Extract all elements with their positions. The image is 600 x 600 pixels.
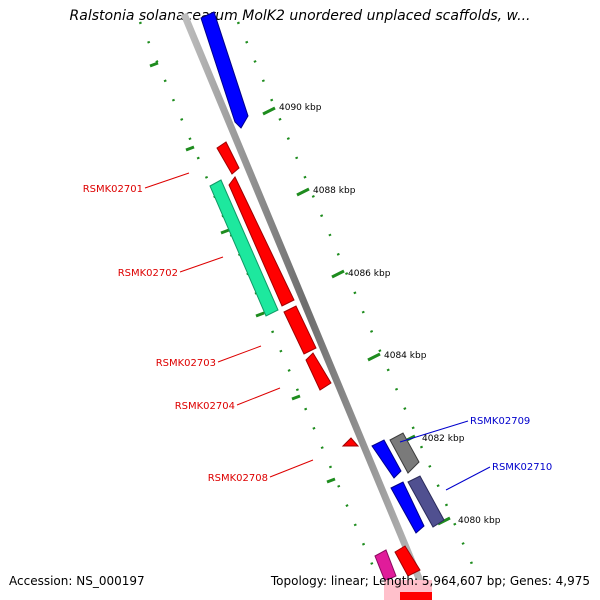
- major-tick: [149, 61, 159, 68]
- gene-label[interactable]: RSMK02701: [83, 184, 143, 195]
- connector-rsmk02708: [269, 459, 314, 478]
- major-ticks: [149, 61, 451, 526]
- connector-rsmk02704: [236, 387, 281, 406]
- scale-label: 4084 kbp: [384, 351, 427, 361]
- major-tick: [367, 352, 381, 362]
- major-tick: [331, 269, 345, 279]
- gene-feature-rsmk02708[interactable]: [341, 437, 360, 447]
- tick-tracks: [138, 21, 480, 579]
- summary-text: Topology: linear; Length: 5,964,607 bp; …: [270, 574, 590, 588]
- gene-label[interactable]: RSMK02709: [470, 416, 530, 427]
- gene-feature-rsmk02710[interactable]: [407, 475, 445, 528]
- connector-rsmk02703: [217, 345, 262, 363]
- accession-text: Accession: NS_000197: [9, 574, 145, 588]
- gene-feature-rsmk02703-a[interactable]: [228, 176, 295, 307]
- label-connectors: [144, 172, 491, 491]
- major-tick: [296, 187, 310, 197]
- major-tick: [291, 394, 301, 401]
- gene-feature-rsmk02703-b[interactable]: [283, 305, 317, 355]
- gene-labels: RSMK02701 RSMK02702 RSMK02703 RSMK02704 …: [83, 184, 553, 484]
- scale-label: 4090 kbp: [279, 103, 322, 113]
- gene-feature-rsmk02701[interactable]: [216, 141, 240, 175]
- connector-rsmk02702: [179, 256, 224, 273]
- gene-features[interactable]: [200, 11, 445, 600]
- gene-feature-rsmk02704[interactable]: [305, 352, 332, 391]
- connector-rsmk02709: [399, 420, 469, 443]
- scale-label: 4088 kbp: [313, 186, 356, 196]
- gene-feature-blue-lower[interactable]: [390, 481, 425, 534]
- major-tick: [326, 477, 336, 484]
- gene-feature-bottom-strip-red[interactable]: [400, 592, 432, 600]
- gene-feature-rsmk02709-blue[interactable]: [371, 439, 402, 479]
- connector-rsmk02710: [445, 466, 491, 491]
- gene-feature-magenta[interactable]: [374, 549, 397, 582]
- backbone: [180, 12, 432, 600]
- major-tick: [220, 228, 230, 235]
- scale-labels: 4090 kbp 4088 kbp 4086 kbp 4084 kbp 4082…: [279, 103, 501, 526]
- scale-label: 4082 kbp: [422, 434, 465, 444]
- gene-label[interactable]: RSMK02704: [175, 401, 235, 412]
- gene-feature-red-bottom[interactable]: [394, 545, 421, 577]
- scale-label: 4080 kbp: [458, 516, 501, 526]
- gene-feature-rsmk02709[interactable]: [389, 432, 420, 474]
- gene-label[interactable]: RSMK02710: [492, 462, 552, 473]
- major-tick: [262, 106, 276, 116]
- gene-feature-rsmk02702[interactable]: [209, 179, 279, 317]
- gene-feature-blue-top[interactable]: [200, 11, 249, 129]
- major-tick: [255, 311, 265, 318]
- right-tick-track: [236, 21, 480, 579]
- major-tick: [185, 145, 195, 152]
- scale-label: 4086 kbp: [348, 269, 391, 279]
- gene-label[interactable]: RSMK02702: [118, 268, 178, 279]
- connector-rsmk02701: [144, 172, 190, 189]
- gene-label[interactable]: RSMK02708: [208, 473, 268, 484]
- gene-label[interactable]: RSMK02703: [156, 358, 216, 369]
